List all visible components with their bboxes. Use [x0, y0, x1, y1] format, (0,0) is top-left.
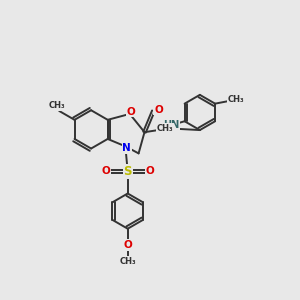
Text: N: N [122, 143, 131, 153]
Text: CH₃: CH₃ [227, 95, 244, 104]
Text: CH₃: CH₃ [119, 257, 136, 266]
Text: HN: HN [163, 120, 179, 130]
Text: O: O [146, 166, 154, 176]
Text: O: O [154, 104, 163, 115]
Text: O: O [123, 240, 132, 250]
Text: O: O [101, 166, 110, 176]
Text: S: S [124, 165, 132, 178]
Text: CH₃: CH₃ [157, 124, 173, 133]
Text: CH₃: CH₃ [49, 101, 65, 110]
Text: O: O [127, 106, 136, 117]
